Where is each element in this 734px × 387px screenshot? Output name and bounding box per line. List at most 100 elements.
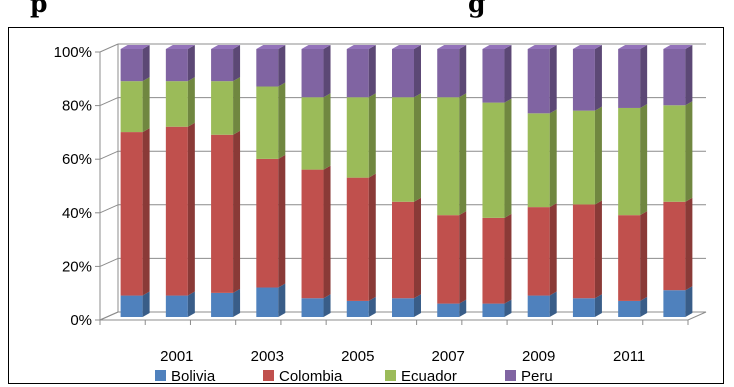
- bar-front-face: [618, 300, 641, 317]
- bar-side-face: [323, 93, 331, 170]
- bar-side-face: [549, 45, 557, 114]
- bar-segment-ecuador-2010: [572, 106, 602, 205]
- bar-front-face: [256, 287, 279, 317]
- bar-side-face: [142, 77, 150, 133]
- bar-segment-colombia-2000: [120, 128, 150, 296]
- bar-segment-colombia-2005: [346, 173, 376, 301]
- bar-side-face: [233, 130, 241, 293]
- bar-segment-peru-2010: [572, 45, 602, 111]
- bar-side-face: [594, 45, 602, 111]
- bar-front-face: [663, 49, 686, 106]
- bar-front-face: [346, 97, 369, 178]
- bar-front-face: [256, 49, 279, 87]
- bar-side-face: [414, 294, 421, 317]
- bar-segment-colombia-2003: [256, 154, 286, 288]
- bar-side-face: [685, 45, 693, 106]
- bar-segment-peru-2006: [392, 45, 421, 98]
- bar-side-face: [685, 286, 693, 317]
- bar-side-face: [323, 165, 331, 299]
- bar-segment-bolivia-2001: [165, 291, 195, 317]
- x-tick-label: 2001: [160, 348, 193, 365]
- bar-front-face: [211, 81, 234, 135]
- bar-side-face: [414, 197, 421, 299]
- legend-label: Peru: [521, 368, 553, 385]
- bar-front-face: [437, 49, 460, 98]
- bar-side-face: [504, 299, 512, 317]
- bar-segment-colombia-2008: [482, 213, 512, 304]
- bar-front-face: [437, 303, 460, 317]
- legend-item-ecuador: Ecuador: [385, 368, 457, 385]
- bar-front-face: [392, 298, 414, 317]
- bar-segment-bolivia-2002: [211, 288, 241, 317]
- bar-side-face: [368, 45, 376, 98]
- y-tick-label: 40%: [62, 205, 92, 222]
- bar-side-face: [278, 283, 286, 317]
- bar-side-face: [233, 77, 241, 135]
- bar-top-face: [527, 45, 557, 49]
- bar-segment-peru-2012: [663, 45, 693, 106]
- bar-side-face: [640, 296, 648, 317]
- bar-front-face: [165, 49, 188, 82]
- bar-segment-peru-2003: [256, 45, 286, 87]
- bar-segment-bolivia-2011: [618, 296, 648, 317]
- bar-front-face: [482, 217, 505, 304]
- bar-side-face: [414, 45, 421, 98]
- x-tick-label: 2009: [522, 348, 555, 365]
- bar-front-face: [165, 295, 188, 317]
- bar-front-face: [527, 49, 550, 114]
- bar-segment-colombia-2004: [301, 165, 331, 299]
- bar-segment-bolivia-2004: [301, 294, 331, 317]
- bar-side-face: [368, 93, 376, 178]
- bar-segment-bolivia-2005: [346, 296, 376, 317]
- bar-side-face: [187, 77, 195, 127]
- bar-front-face: [618, 107, 641, 216]
- bar-front-face: [572, 110, 595, 205]
- bar-segment-bolivia-2000: [120, 291, 150, 317]
- bar-front-face: [346, 49, 369, 98]
- bar-top-face: [482, 45, 512, 49]
- bar-front-face: [392, 97, 414, 202]
- axes: [99, 52, 688, 321]
- bar-segment-peru-2001: [165, 45, 195, 82]
- gridline-side: [99, 311, 119, 321]
- bar-side-face: [233, 288, 241, 317]
- y-tick-label: 80%: [62, 98, 92, 115]
- bar-front-face: [301, 49, 324, 98]
- x-axis-ticks: 2001 2003 2005 2007 2009 2011: [99, 320, 689, 365]
- bar-side-face: [459, 45, 467, 98]
- bar-segment-peru-2007: [437, 45, 467, 98]
- bar-top-face: [346, 45, 376, 49]
- legend-swatch: [155, 370, 166, 381]
- bar-segment-ecuador-2000: [120, 77, 150, 133]
- bar-segment-bolivia-2008: [482, 299, 512, 317]
- bar-segment-peru-2011: [618, 45, 648, 108]
- gridline-side: [99, 257, 119, 267]
- bar-side-face: [142, 45, 150, 82]
- bar-side-face: [640, 103, 648, 216]
- bar-front-face: [346, 177, 369, 301]
- bar-segment-bolivia-2012: [663, 286, 693, 317]
- bar-front-face: [482, 49, 505, 103]
- y-tick-label: 0%: [70, 312, 92, 329]
- legend-swatch: [385, 370, 396, 381]
- title-fragment-left: p: [30, 0, 48, 18]
- bar-side-face: [187, 45, 195, 82]
- bar-segment-peru-2000: [120, 45, 150, 82]
- gridline-side: [99, 204, 119, 214]
- bar-front-face: [301, 298, 324, 317]
- legend-label: Colombia: [279, 368, 343, 385]
- bar-front-face: [256, 86, 279, 159]
- bar-segment-peru-2005: [346, 45, 376, 98]
- bar-front-face: [482, 303, 505, 317]
- bar-front-face: [165, 126, 188, 296]
- y-axis-ticks: 0% 20% 40% 60% 80% 100%: [54, 44, 100, 329]
- title-fragment-right: g: [468, 0, 486, 18]
- bar-front-face: [256, 158, 279, 288]
- gridline-side: [99, 150, 119, 160]
- bar-front-face: [211, 292, 234, 317]
- bar-segment-ecuador-2001: [165, 77, 195, 127]
- bar-segment-ecuador-2012: [663, 101, 693, 202]
- bar-top-face: [572, 45, 602, 49]
- x-tick-label: 2007: [432, 348, 465, 365]
- bar-segment-peru-2002: [211, 45, 241, 82]
